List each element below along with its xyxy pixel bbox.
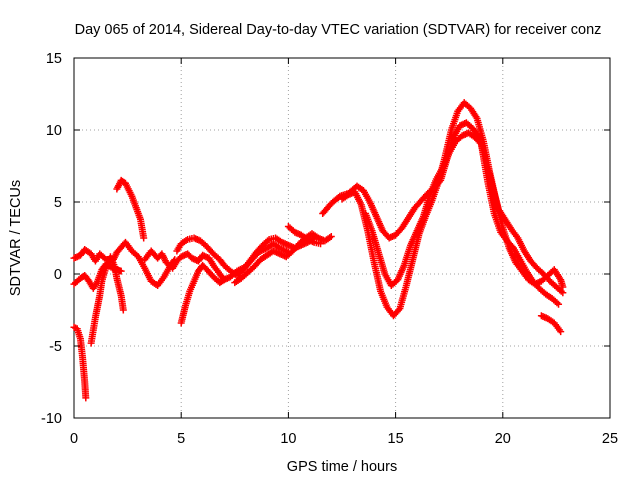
x-tick-label: 15 [388, 431, 404, 447]
series-track-h [177, 261, 228, 327]
y-tick-label: 0 [54, 267, 62, 283]
grid-lines [74, 58, 610, 418]
data-point-markers [177, 261, 228, 327]
y-tick-label: 15 [46, 51, 62, 67]
data-point-markers [87, 253, 127, 347]
y-tick-label: 5 [54, 195, 62, 211]
x-tick-label: 20 [495, 431, 511, 447]
y-tick-label: -5 [49, 339, 62, 355]
x-axis-label: GPS time / hours [287, 459, 397, 475]
data-point-markers [231, 230, 335, 287]
y-tick-label: 10 [46, 123, 62, 139]
plot-area [70, 99, 567, 402]
data-point-markers [319, 119, 567, 297]
series-track-d [87, 253, 127, 347]
data-point-markers [362, 129, 563, 308]
data-point-markers [113, 176, 148, 242]
y-tick-label: -10 [41, 411, 62, 427]
series-track-k [319, 119, 567, 297]
x-tick-label: 0 [70, 431, 78, 447]
data-point-markers [284, 222, 325, 248]
y-axis-label: SDTVAR / TECUs [8, 180, 24, 296]
x-tick-label: 25 [602, 431, 618, 447]
data-point-markers [70, 323, 90, 402]
series-track-i [231, 230, 335, 287]
data-point-markers [338, 99, 567, 320]
chart-title: Day 065 of 2014, Sidereal Day-to-day VTE… [75, 22, 602, 38]
axis-tick-labels: 0 5 10 15 20 25 -10 -5 0 5 10 15 [41, 51, 618, 447]
data-point-markers [537, 312, 565, 336]
plot-frame [73, 57, 611, 419]
series-track-j [284, 222, 325, 248]
series-track-l [338, 99, 567, 320]
series-track-n [537, 312, 565, 336]
series-track-c [70, 323, 90, 402]
x-tick-label: 5 [177, 431, 185, 447]
x-tick-label: 10 [280, 431, 296, 447]
series-track-m [362, 129, 563, 308]
series-track-e [113, 176, 148, 242]
axis-ticks [73, 57, 611, 419]
